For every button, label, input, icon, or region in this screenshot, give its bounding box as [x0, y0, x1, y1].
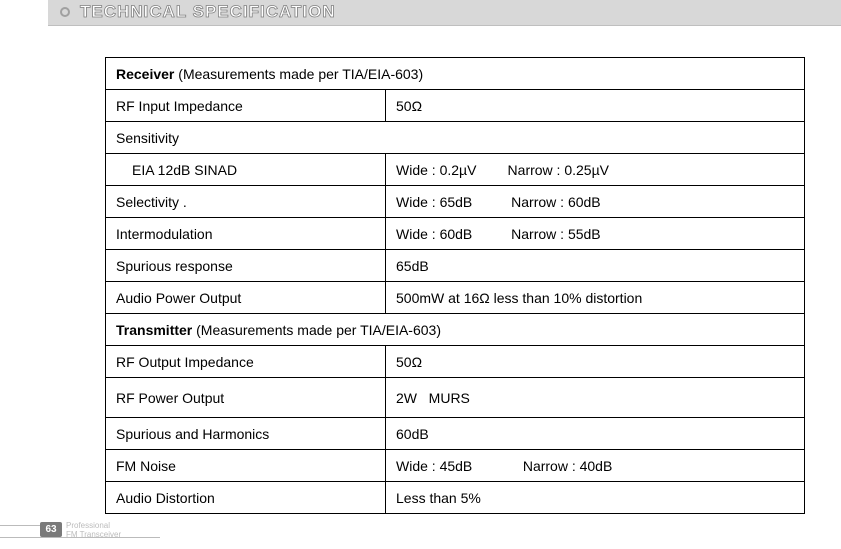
- spec-label-cell: Intermodulation: [106, 218, 386, 250]
- spec-label-cell: Audio Power Output: [106, 282, 386, 314]
- section-header-bold: Receiver: [116, 66, 174, 82]
- spec-label-cell: Spurious and Harmonics: [106, 418, 386, 450]
- table-section-header: Transmitter (Measurements made per TIA/E…: [106, 314, 805, 346]
- spec-value-cell: 60dB: [386, 418, 805, 450]
- spec-value-cell: 2W MURS: [386, 378, 805, 418]
- spec-value-cell: Wide : 0.2µV Narrow : 0.25µV: [386, 154, 805, 186]
- spec-label-cell: RF Input Impedance: [106, 90, 386, 122]
- spec-value-cell: Wide : 65dB Narrow : 60dB: [386, 186, 805, 218]
- footer-line2: FM Transceiver: [66, 530, 121, 539]
- spec-label-cell: Selectivity .: [106, 186, 386, 218]
- table-section-header-cell: Receiver (Measurements made per TIA/EIA-…: [106, 58, 805, 90]
- footer-rule-top: [0, 525, 40, 526]
- spec-value-cell: 50Ω: [386, 90, 805, 122]
- table-row: Audio Power Output500mW at 16Ω less than…: [106, 282, 805, 314]
- table-row: Selectivity .Wide : 65dB Narrow : 60dB: [106, 186, 805, 218]
- page-number-badge: 63: [40, 522, 62, 537]
- table-section-header-cell: Transmitter (Measurements made per TIA/E…: [106, 314, 805, 346]
- table-row: Sensitivity: [106, 122, 805, 154]
- spec-label-cell: RF Power Output: [106, 378, 386, 418]
- table-row: Audio DistortionLess than 5%: [106, 482, 805, 514]
- table-row: RF Output Impedance50Ω: [106, 346, 805, 378]
- footer-text: Professional FM Transceiver: [66, 521, 121, 539]
- spec-label-cell: Sensitivity: [106, 122, 805, 154]
- table-row: RF Input Impedance50Ω: [106, 90, 805, 122]
- spec-value-cell: Wide : 45dB Narrow : 40dB: [386, 450, 805, 482]
- spec-value-cell: Wide : 60dB Narrow : 55dB: [386, 218, 805, 250]
- spec-label-cell: EIA 12dB SINAD: [106, 154, 386, 186]
- table-row: Spurious and Harmonics60dB: [106, 418, 805, 450]
- spec-value-cell: 50Ω: [386, 346, 805, 378]
- spec-value-cell: Less than 5%: [386, 482, 805, 514]
- section-header-rest: (Measurements made per TIA/EIA-603): [192, 322, 441, 338]
- table-section-header: Receiver (Measurements made per TIA/EIA-…: [106, 58, 805, 90]
- spec-value-cell: 500mW at 16Ω less than 10% distortion: [386, 282, 805, 314]
- spec-table: Receiver (Measurements made per TIA/EIA-…: [105, 57, 805, 514]
- table-row: Spurious response65dB: [106, 250, 805, 282]
- spec-label-cell: RF Output Impedance: [106, 346, 386, 378]
- header-bar: TECHNICAL SPECIFICATION: [48, 0, 841, 26]
- spec-value-cell: 65dB: [386, 250, 805, 282]
- header-bullet-icon: [60, 7, 70, 17]
- table-row: IntermodulationWide : 60dB Narrow : 55dB: [106, 218, 805, 250]
- spec-label-cell: FM Noise: [106, 450, 386, 482]
- table-row: RF Power Output2W MURS: [106, 378, 805, 418]
- spec-label-cell: Spurious response: [106, 250, 386, 282]
- section-header-rest: (Measurements made per TIA/EIA-603): [174, 66, 423, 82]
- footer: 63 Professional FM Transceiver: [0, 523, 160, 541]
- footer-line1: Professional: [66, 521, 110, 530]
- page-title: TECHNICAL SPECIFICATION: [80, 2, 336, 22]
- spec-label-cell: Audio Distortion: [106, 482, 386, 514]
- section-header-bold: Transmitter: [116, 322, 192, 338]
- table-row: FM NoiseWide : 45dB Narrow : 40dB: [106, 450, 805, 482]
- table-row: EIA 12dB SINADWide : 0.2µV Narrow : 0.25…: [106, 154, 805, 186]
